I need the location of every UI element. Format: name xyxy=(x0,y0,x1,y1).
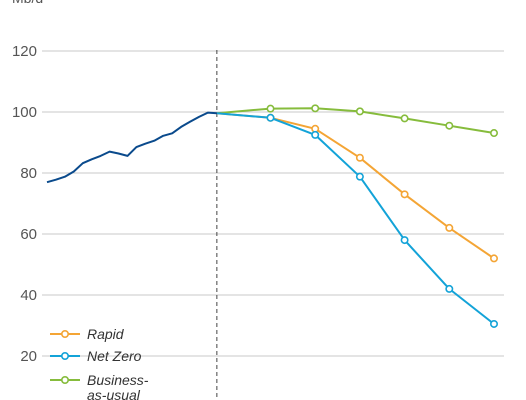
y-axis: 20 40 60 80 100 120 Mb/d xyxy=(12,0,43,365)
legend: Rapid Net Zero Business-as-usual xyxy=(50,326,149,400)
legend-label: Net Zero xyxy=(87,348,142,364)
series-line-rapid xyxy=(216,112,495,260)
legend-item-business-as-usual: Business-as-usual xyxy=(50,372,149,400)
data-point-net-zero-2050 xyxy=(489,319,498,328)
series-layer xyxy=(46,104,498,328)
history-line xyxy=(46,111,217,184)
data-point-business-as-usual-2050 xyxy=(489,129,498,138)
data-point-net-zero-2040 xyxy=(400,236,409,245)
data-point-rapid-2035 xyxy=(355,153,364,162)
data-point-net-zero-2035 xyxy=(355,172,364,181)
series-line-net-zero xyxy=(216,112,495,325)
gridlines xyxy=(42,50,504,357)
data-point-business-as-usual-2035 xyxy=(355,107,364,116)
legend-swatch-marker xyxy=(60,351,69,360)
data-point-rapid-2040 xyxy=(400,190,409,199)
y-tick-label-120: 120 xyxy=(12,43,37,60)
y-tick-label-20: 20 xyxy=(20,348,37,365)
data-point-business-as-usual-2030 xyxy=(311,104,320,113)
data-point-net-zero-2025 xyxy=(266,113,275,122)
data-point-net-zero-2045 xyxy=(445,284,454,293)
legend-item-rapid: Rapid xyxy=(50,326,125,342)
data-point-business-as-usual-2025 xyxy=(266,104,275,113)
legend-item-net-zero: Net Zero xyxy=(50,348,142,364)
legend-label: as-usual xyxy=(87,387,141,400)
y-tick-label-60: 60 xyxy=(20,226,37,243)
series-rapid xyxy=(216,112,498,263)
y-tick-label-80: 80 xyxy=(20,165,37,182)
y-tick-label-40: 40 xyxy=(20,287,37,304)
series-net-zero xyxy=(216,112,498,328)
data-point-business-as-usual-2045 xyxy=(445,121,454,130)
legend-swatch-marker xyxy=(60,329,69,338)
data-point-business-as-usual-2040 xyxy=(400,114,409,123)
data-point-rapid-2045 xyxy=(445,223,454,232)
data-point-net-zero-2030 xyxy=(311,130,320,139)
data-point-rapid-2050 xyxy=(489,254,498,263)
y-tick-label-100: 100 xyxy=(12,104,37,121)
legend-label: Business- xyxy=(87,372,149,388)
legend-swatch-marker xyxy=(60,375,69,384)
y-axis-unit: Mb/d xyxy=(12,0,43,6)
series-business-as-usual xyxy=(216,104,498,138)
legend-label: Rapid xyxy=(87,326,125,342)
